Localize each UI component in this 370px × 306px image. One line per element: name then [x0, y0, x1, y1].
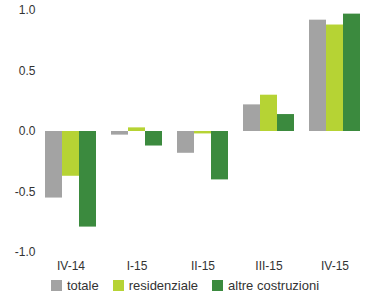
svg-text:0.0: 0.0: [19, 124, 36, 138]
svg-text:II-15: II-15: [191, 259, 215, 273]
svg-text:I-15: I-15: [127, 259, 148, 273]
svg-text:0.5: 0.5: [19, 64, 36, 78]
svg-text:-0.5: -0.5: [15, 185, 36, 199]
html-text:totale: totale: [66, 278, 99, 293]
svg-text:-1.0: -1.0: [15, 245, 36, 259]
svg-text:1.0: 1.0: [19, 3, 36, 17]
html-text:residenziale: residenziale: [128, 278, 199, 293]
svg-text:III-15: III-15: [255, 259, 283, 273]
svg-text:IV-15: IV-15: [321, 259, 349, 273]
html-text:altre costruzioni: altre costruzioni: [228, 278, 320, 293]
svg-text:IV-14: IV-14: [57, 259, 85, 273]
